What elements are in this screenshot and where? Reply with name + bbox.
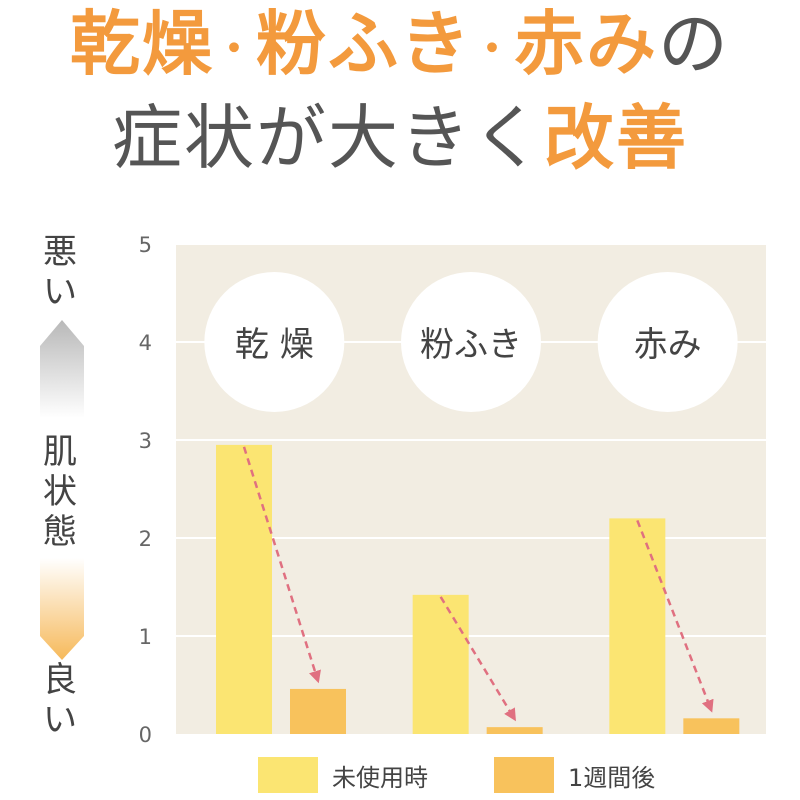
bar-after bbox=[683, 718, 740, 734]
category-circle bbox=[401, 272, 541, 412]
category-label: 赤み bbox=[634, 325, 702, 365]
category-circle bbox=[204, 272, 345, 412]
category-label: 乾 燥 bbox=[235, 325, 314, 365]
legend-label-after: 1週間後 bbox=[568, 763, 656, 792]
title-line-1: 乾燥・粉ふき・赤みの bbox=[0, 4, 800, 89]
title-separator: ・ bbox=[472, 25, 514, 72]
legend-label-before: 未使用時 bbox=[332, 763, 428, 792]
category-circle bbox=[597, 272, 738, 412]
legend-item-before: 未使用時 bbox=[258, 757, 428, 793]
y-tick-label: 0 bbox=[139, 723, 152, 747]
y-tick-label: 2 bbox=[139, 527, 152, 551]
scale-middle-text: 肌状態 bbox=[43, 432, 77, 552]
scale-bad-label: 悪い bbox=[40, 232, 80, 312]
scale-arrow-down-icon bbox=[40, 558, 84, 660]
bar-after bbox=[290, 688, 346, 734]
scale-arrow-up-icon bbox=[40, 320, 84, 418]
legend-swatch-after bbox=[494, 757, 554, 793]
title-separator: ・ bbox=[214, 25, 256, 72]
title-line-2: 症状が大きく改善 bbox=[0, 98, 800, 178]
title-plain-text: 症状が大きく bbox=[112, 97, 544, 179]
change-arrow bbox=[242, 446, 321, 684]
scale-good-text: 良い bbox=[43, 660, 77, 740]
legend-swatch-before bbox=[258, 757, 318, 793]
category-label: 粉ふき bbox=[420, 325, 522, 365]
scale-good-label: 良い bbox=[40, 660, 80, 740]
legend-item-after: 1週間後 bbox=[494, 757, 655, 793]
title-keyword-flaking: 粉ふき bbox=[256, 3, 472, 85]
bar-after bbox=[486, 727, 543, 734]
title-keyword-dryness: 乾燥 bbox=[70, 3, 214, 85]
title-particle: の bbox=[658, 3, 730, 85]
y-tick-label: 4 bbox=[139, 331, 152, 355]
title-keyword-redness: 赤み bbox=[514, 3, 658, 85]
title-accent-text: 改善 bbox=[544, 97, 688, 179]
bar-before bbox=[216, 444, 272, 734]
change-arrow bbox=[636, 519, 714, 713]
y-tick-label: 3 bbox=[139, 429, 152, 453]
scale-bad-text: 悪い bbox=[43, 232, 77, 312]
y-tick-label: 5 bbox=[139, 233, 152, 257]
bar-before bbox=[412, 594, 469, 734]
y-tick-label: 1 bbox=[139, 625, 152, 649]
scale-middle-label: 肌状態 bbox=[40, 432, 80, 552]
bar-before bbox=[609, 518, 666, 734]
